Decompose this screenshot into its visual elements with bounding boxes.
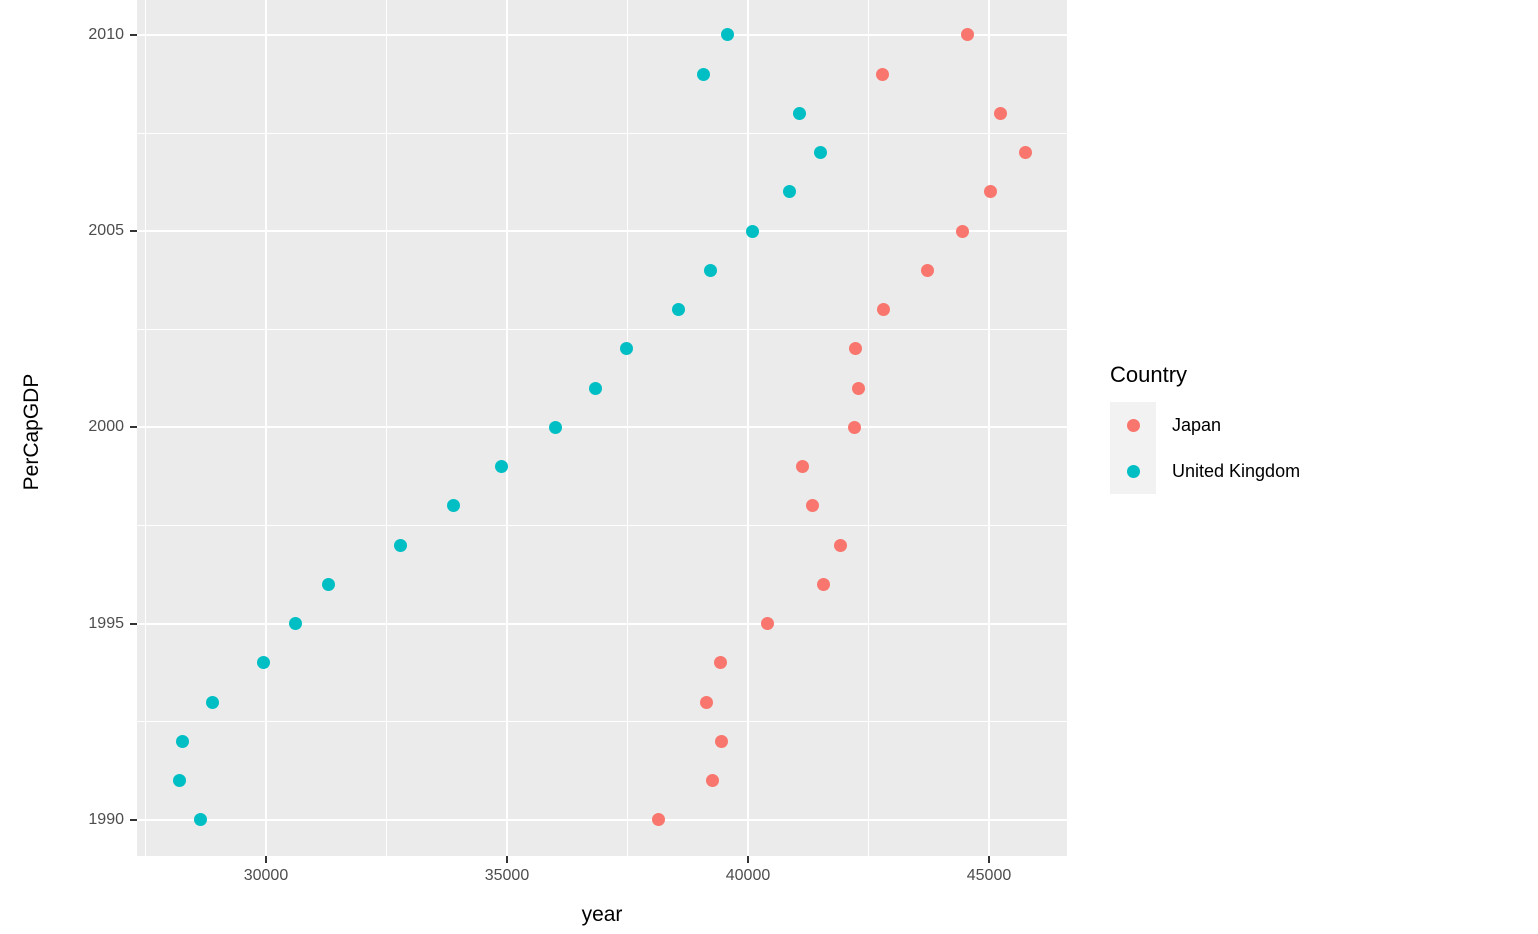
legend-items: Japan United Kingdom	[1110, 402, 1300, 494]
data-point-japan	[851, 381, 865, 395]
data-point-united-kingdom	[393, 538, 407, 552]
data-point-japan	[714, 656, 728, 670]
gridline-y-major	[137, 426, 1067, 429]
data-point-japan	[715, 734, 729, 748]
y-tick-label: 1990	[88, 810, 124, 828]
data-point-united-kingdom	[589, 381, 603, 395]
gridline-y-minor	[137, 721, 1067, 723]
data-point-japan	[1018, 146, 1032, 160]
data-point-japan	[961, 28, 975, 42]
data-point-japan	[796, 460, 810, 474]
y-axis-tick	[130, 33, 137, 36]
data-point-united-kingdom	[783, 185, 797, 199]
y-axis-tick	[130, 230, 137, 233]
plot-panel	[137, 0, 1067, 856]
y-tick-label: 2010	[88, 25, 124, 43]
gridline-y-major	[137, 230, 1067, 233]
data-point-united-kingdom	[620, 342, 634, 356]
x-axis-tick	[988, 856, 990, 863]
x-axis-tick	[747, 856, 749, 863]
data-point-united-kingdom	[172, 774, 186, 788]
legend-item-united-kingdom: United Kingdom	[1110, 448, 1300, 494]
data-point-united-kingdom	[746, 224, 760, 238]
y-axis-title: PerCapGDP	[20, 373, 43, 491]
data-point-united-kingdom	[721, 28, 735, 42]
data-point-united-kingdom	[175, 734, 189, 748]
x-tick-label: 45000	[966, 867, 1012, 884]
data-point-united-kingdom	[322, 577, 336, 591]
data-point-japan	[984, 185, 998, 199]
data-point-united-kingdom	[696, 67, 710, 81]
data-point-japan	[875, 67, 889, 81]
x-axis-tick	[264, 856, 267, 863]
legend-label-japan: Japan	[1172, 414, 1222, 435]
data-point-japan	[993, 106, 1007, 120]
gridline-y-minor	[137, 525, 1067, 527]
y-axis-tick	[130, 818, 137, 821]
united-kingdom-point-icon	[1126, 464, 1140, 478]
data-point-japan	[699, 695, 713, 709]
gridline-y-major	[137, 33, 1067, 36]
data-point-japan	[876, 303, 890, 317]
data-point-japan	[849, 342, 863, 356]
data-point-japan	[706, 774, 720, 788]
data-point-japan	[761, 617, 775, 631]
data-point-united-kingdom	[793, 106, 807, 120]
x-axis-tick	[505, 856, 508, 863]
data-point-japan	[848, 420, 862, 434]
data-point-united-kingdom	[194, 813, 208, 827]
x-tick-label: 30000	[243, 867, 289, 884]
data-point-japan	[955, 224, 969, 238]
data-point-united-kingdom	[671, 303, 685, 317]
data-point-japan	[920, 263, 934, 277]
legend: Country Japan United Kingdom	[1110, 362, 1300, 494]
data-point-united-kingdom	[813, 146, 827, 160]
data-point-united-kingdom	[257, 656, 271, 670]
data-point-japan	[817, 577, 831, 591]
y-tick-label: 2000	[88, 418, 124, 436]
y-tick-label: 2005	[88, 222, 124, 240]
legend-label-united-kingdom: United Kingdom	[1172, 460, 1301, 481]
x-axis-title: year	[581, 903, 623, 926]
x-tick-label: 40000	[725, 867, 771, 884]
data-point-united-kingdom	[704, 263, 718, 277]
y-axis-tick	[130, 426, 137, 429]
gridline-y-major	[137, 622, 1067, 625]
data-point-united-kingdom	[446, 499, 460, 513]
y-axis-tick	[130, 622, 137, 625]
legend-item-japan: Japan	[1110, 402, 1300, 448]
gridline-y-minor	[137, 132, 1067, 134]
data-point-japan	[652, 813, 666, 827]
legend-key-united-kingdom	[1110, 448, 1156, 494]
gridline-y-minor	[137, 328, 1067, 330]
data-point-japan	[805, 499, 819, 513]
data-point-united-kingdom	[289, 617, 303, 631]
gridline-y-major	[137, 818, 1067, 821]
data-point-united-kingdom	[495, 460, 509, 474]
data-point-united-kingdom	[206, 695, 220, 709]
x-tick-label: 35000	[484, 867, 530, 884]
data-point-united-kingdom	[548, 420, 562, 434]
y-tick-label: 1995	[88, 614, 124, 632]
legend-title: Country	[1110, 362, 1188, 387]
data-point-japan	[834, 538, 848, 552]
japan-point-icon	[1126, 418, 1140, 432]
legend-key-japan	[1110, 402, 1156, 448]
